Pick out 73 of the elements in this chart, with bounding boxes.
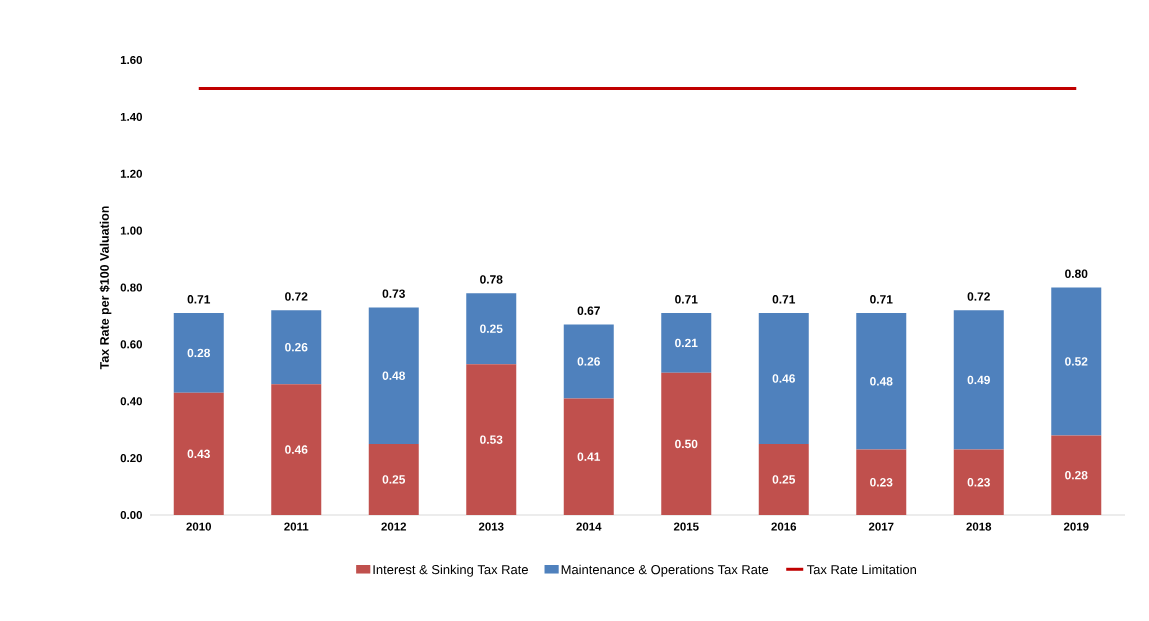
y-tick-label: 1.00 bbox=[120, 226, 143, 235]
data-label: 0.25 bbox=[772, 475, 796, 484]
data-label: 0.26 bbox=[577, 357, 600, 366]
data-label: 0.28 bbox=[1065, 470, 1088, 480]
bar bbox=[953, 310, 1004, 450]
data-label: 0.28 bbox=[187, 348, 211, 358]
bar bbox=[758, 443, 809, 515]
total-label: 0.71 bbox=[772, 295, 796, 304]
total-label: 0.73 bbox=[382, 289, 405, 298]
x-tick-label: 2017 bbox=[868, 522, 894, 531]
x-tick-label: 2019 bbox=[1063, 522, 1089, 531]
data-label: 0.52 bbox=[1065, 357, 1088, 366]
data-label: 0.49 bbox=[967, 375, 990, 385]
data-label: 0.46 bbox=[285, 445, 308, 454]
bar bbox=[953, 449, 1004, 515]
total-label: 0.71 bbox=[187, 295, 211, 304]
y-axis-title: Tax Rate per $100 Valuation bbox=[99, 206, 112, 370]
data-label: 0.43 bbox=[187, 449, 210, 459]
x-tick-label: 2015 bbox=[673, 522, 699, 531]
bar bbox=[271, 310, 322, 385]
bar bbox=[368, 443, 419, 515]
bar bbox=[661, 372, 712, 515]
total-label: 0.71 bbox=[870, 295, 893, 304]
x-tick-label: 2018 bbox=[966, 522, 992, 531]
total-label: 0.71 bbox=[675, 295, 698, 304]
x-tick-label: 2012 bbox=[381, 522, 407, 531]
legend-label: Interest & Sinking Tax Rate bbox=[373, 564, 528, 577]
y-tick-label: 1.20 bbox=[120, 169, 143, 178]
bar bbox=[563, 398, 614, 515]
data-label: 0.25 bbox=[382, 475, 406, 484]
total-label: 0.72 bbox=[967, 292, 990, 301]
x-tick-label: 2013 bbox=[478, 522, 504, 531]
x-tick-label: 2016 bbox=[771, 522, 797, 531]
x-tick-label: 2010 bbox=[186, 522, 212, 531]
y-tick-label: 0.20 bbox=[120, 454, 143, 463]
data-label: 0.46 bbox=[772, 374, 795, 383]
x-tick-label: 2014 bbox=[576, 522, 602, 531]
legend-label: Tax Rate Limitation bbox=[807, 564, 916, 575]
y-tick-label: 0.40 bbox=[120, 397, 143, 406]
bar bbox=[758, 313, 809, 444]
legend-label: Maintenance & Operations Tax Rate bbox=[561, 564, 769, 577]
total-label: 0.80 bbox=[1065, 269, 1088, 278]
bar bbox=[1051, 287, 1102, 436]
data-label: 0.48 bbox=[382, 371, 406, 380]
bar bbox=[271, 384, 322, 515]
data-label: 0.25 bbox=[480, 324, 503, 333]
data-label: 0.26 bbox=[285, 342, 308, 352]
bar bbox=[856, 313, 907, 450]
bar bbox=[466, 364, 517, 515]
y-tick-label: 1.40 bbox=[120, 112, 143, 121]
bar bbox=[1051, 435, 1102, 515]
y-tick-label: 1.60 bbox=[120, 55, 143, 65]
y-tick-label: 0.80 bbox=[120, 283, 143, 292]
total-label: 0.72 bbox=[285, 292, 308, 301]
total-label: 0.67 bbox=[577, 306, 600, 315]
data-label: 0.21 bbox=[675, 338, 698, 348]
data-label: 0.48 bbox=[870, 377, 893, 386]
bar bbox=[466, 293, 517, 365]
bar bbox=[173, 392, 224, 515]
bar bbox=[856, 449, 907, 515]
bar bbox=[563, 324, 614, 399]
bar bbox=[173, 313, 224, 393]
data-label: 0.53 bbox=[480, 435, 503, 444]
x-tick-label: 2011 bbox=[284, 522, 309, 531]
data-label: 0.23 bbox=[967, 478, 990, 487]
data-label: 0.41 bbox=[577, 452, 601, 461]
bar bbox=[368, 307, 419, 444]
y-tick-label: 0.00 bbox=[120, 510, 143, 520]
total-label: 0.78 bbox=[480, 275, 503, 284]
bar bbox=[661, 313, 712, 373]
data-label: 0.50 bbox=[675, 439, 698, 449]
data-label: 0.23 bbox=[870, 478, 893, 487]
y-tick-label: 0.60 bbox=[120, 340, 143, 349]
